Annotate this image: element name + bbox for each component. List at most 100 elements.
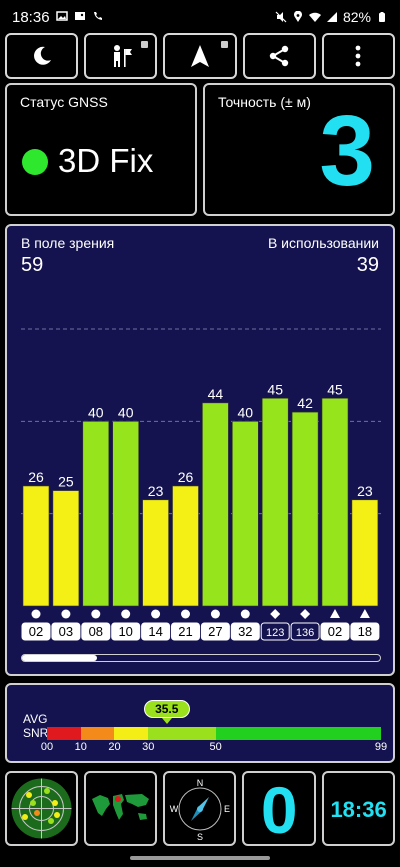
snr-tick: 10 (74, 741, 87, 753)
snr-segment (114, 727, 149, 740)
navigation-button[interactable] (163, 33, 237, 79)
satellite-id-box (81, 622, 111, 641)
share-button[interactable] (242, 33, 316, 79)
battery-level: 82% (342, 9, 371, 25)
signal-bar (52, 490, 80, 607)
clock-value: 18:36 (330, 797, 387, 822)
signal-bar (202, 402, 229, 607)
compass-west: W (169, 804, 178, 814)
constellation-marker (121, 609, 131, 619)
in-use-label: В использовании (267, 235, 379, 251)
in-use-count: 39 (356, 254, 379, 276)
status-bar: 18:36 82% (0, 0, 400, 32)
snr-label: SNR (23, 726, 49, 740)
constellation-marker (330, 609, 340, 618)
satellite-id-label: 32 (238, 624, 252, 639)
signal-bar (261, 397, 289, 607)
satellite-id-box (111, 622, 141, 641)
chart-scrollbar[interactable] (21, 654, 381, 662)
snr-segment (215, 727, 381, 740)
more-button[interactable] (321, 33, 396, 79)
navigation-icon (191, 45, 209, 67)
gnss-status-card[interactable]: Статус GNSS 3D Fix (5, 83, 197, 216)
snr-tick: 20 (108, 741, 121, 753)
night-mode-button[interactable] (5, 33, 79, 79)
snr-tick: 30 (142, 741, 155, 753)
snr-tick: 99 (374, 741, 388, 753)
bar-value-label: 40 (118, 404, 134, 420)
fix-indicator-dot (22, 149, 48, 175)
location-icon (293, 11, 302, 22)
snr-segment (47, 727, 81, 740)
signal-bar (112, 421, 139, 607)
toolbar (5, 33, 396, 79)
bar-value-label: 40 (88, 404, 104, 420)
signal-bar (142, 499, 169, 607)
accuracy-label: Точность (± м) (218, 94, 311, 110)
bar-value-label: 45 (267, 381, 283, 397)
satellites-count-card[interactable]: 0 (242, 771, 317, 846)
satellite-id-label: 21 (178, 624, 192, 639)
bar-value-label: 23 (357, 483, 373, 499)
snr-tick: 00 (40, 741, 54, 753)
signal-bar (22, 485, 50, 607)
satellite-id-box (230, 622, 260, 641)
satellite-id-label: 27 (208, 624, 222, 639)
compass-button[interactable]: N E S W (162, 771, 237, 846)
accuracy-value: 3 (319, 95, 375, 207)
map-pin-icon (113, 45, 132, 67)
constellation-marker (240, 609, 250, 619)
satellite-id-label: 123 (266, 627, 284, 639)
clock-card[interactable]: 18:36 (322, 771, 395, 846)
bottom-shortcuts: N E S W 0 18:36 (5, 771, 395, 846)
battery-icon (379, 12, 385, 22)
bar-value-label: 44 (208, 386, 224, 402)
world-map-icon (91, 794, 149, 820)
compass-east: E (224, 804, 230, 814)
snr-tick: 50 (209, 741, 222, 753)
satellite-id-label: 136 (296, 627, 314, 639)
bar-value-label: 40 (238, 404, 254, 420)
gnss-status-label: Статус GNSS (20, 94, 108, 110)
map-pin-button[interactable] (84, 33, 158, 79)
satellite-id-label: 03 (59, 624, 73, 639)
accuracy-card[interactable]: Точность (± м) 3 (203, 83, 395, 216)
satellite-id-box (290, 622, 320, 641)
chart-scroll-thumb[interactable] (22, 655, 98, 661)
sky-radar-button[interactable] (5, 771, 78, 846)
snr-segment (148, 727, 216, 740)
mute-icon (275, 11, 287, 23)
compass-north: N (196, 778, 203, 788)
satellite-id-label: 02 (328, 624, 342, 639)
signal-bar (82, 421, 110, 607)
satellite-id-box (320, 622, 350, 641)
constellation-marker (210, 609, 220, 619)
status-left-icons (56, 10, 104, 22)
avg-label: AVG (23, 712, 48, 726)
gallery-icon (56, 11, 68, 21)
signal-bar (172, 485, 199, 607)
lock-icon (141, 41, 149, 48)
satellite-id-box (350, 622, 380, 641)
constellation-marker (359, 609, 370, 618)
snr-scale-bar (47, 727, 381, 740)
bar-value-label: 45 (327, 381, 343, 397)
satellite-id-box (200, 622, 230, 641)
world-map-button[interactable] (83, 771, 157, 846)
compass-icon: N E S W (169, 778, 230, 842)
satellite-id-label: 14 (148, 624, 162, 639)
bar-value-label: 42 (297, 395, 313, 411)
signal-bar (321, 397, 349, 607)
call-wifi-icon (94, 12, 102, 20)
count-value: 0 (260, 773, 298, 846)
image-icon (75, 12, 85, 20)
snr-segment (80, 727, 115, 740)
signal-bar (351, 499, 379, 607)
satellite-id-box (260, 622, 290, 641)
satellite-signal-panel[interactable]: 26 02 25 03 40 08 40 10 23 14 26 21 44 27 40 32 45 123 42 1… (5, 224, 395, 676)
home-indicator[interactable] (130, 856, 270, 860)
in-view-label: В поле зрения (21, 235, 115, 251)
fix-status-value: 3D Fix (58, 142, 154, 179)
constellation-marker (181, 609, 190, 619)
satellite-id-label: 02 (29, 624, 43, 639)
